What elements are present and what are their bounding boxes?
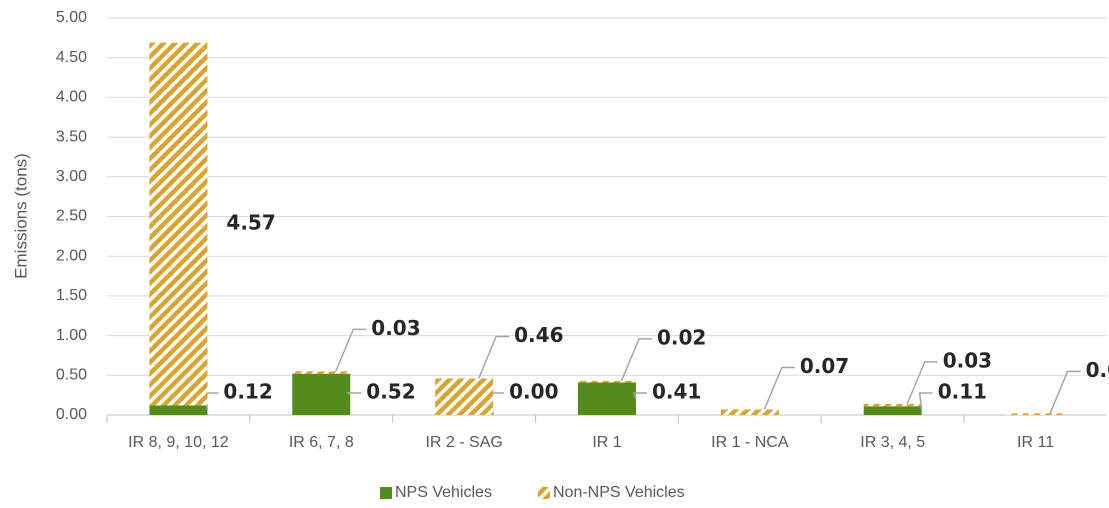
x-tick-label: IR 8, 9, 10, 12	[128, 434, 229, 451]
value-label: 4.57	[226, 211, 275, 235]
bar-segment	[292, 371, 351, 374]
y-tick-label: 2.50	[56, 208, 87, 225]
y-tick-label: 3.00	[56, 168, 87, 185]
y-tick-label: 1.00	[56, 327, 87, 344]
leader-line	[345, 392, 362, 395]
y-tick-label: 1.50	[56, 287, 87, 304]
x-tick-label: IR 11	[1017, 434, 1054, 451]
value-label: 0.00	[509, 380, 558, 404]
bar-segment	[578, 382, 636, 415]
value-label: 0.11	[938, 380, 987, 404]
y-tick-label: 3.50	[56, 128, 87, 145]
bar-segment	[720, 409, 779, 415]
leader-line	[906, 361, 938, 405]
bar-segment	[149, 42, 208, 406]
bar-segment	[863, 406, 922, 415]
value-label: 0.52	[366, 380, 415, 404]
bar-segment	[292, 373, 351, 415]
y-tick-label: 0.00	[56, 406, 87, 423]
value-label: 0.41	[652, 380, 701, 404]
x-tick-label: IR 1 - NCA	[711, 434, 789, 451]
y-tick-label: 0.50	[56, 367, 87, 384]
leader-line	[763, 366, 795, 410]
value-label: 0.03	[943, 348, 992, 372]
value-label: 0.03	[371, 316, 420, 340]
x-tick-label: IR 2 - SAG	[425, 434, 502, 451]
legend-swatch	[380, 487, 392, 499]
value-label: 0.12	[223, 380, 272, 404]
leader-line	[477, 335, 510, 379]
bar-segment	[435, 378, 494, 415]
value-label: 0.02	[1086, 358, 1109, 382]
leader-line	[620, 338, 652, 382]
y-axis-title: Emissions (tons)	[11, 153, 30, 279]
y-tick-label: 5.00	[56, 9, 87, 26]
y-tick-label: 2.00	[56, 247, 87, 264]
y-tick-label: 4.50	[56, 49, 87, 66]
x-tick-label: IR 3, 4, 5	[860, 434, 925, 451]
legend-label: NPS Vehicles	[395, 484, 492, 501]
bar-segment	[863, 403, 922, 407]
value-label: 0.02	[657, 325, 706, 349]
leader-line	[1049, 370, 1081, 414]
leader-line	[632, 392, 647, 399]
x-tick-label: IR 6, 7, 8	[289, 434, 354, 451]
legend-swatch	[538, 487, 550, 499]
leader-line	[918, 392, 933, 411]
value-label: 0.46	[514, 323, 563, 347]
bar-segment	[149, 405, 208, 415]
x-tick-label: IR 1	[592, 434, 621, 451]
y-tick-label: 4.00	[56, 89, 87, 106]
leader-line	[335, 328, 367, 372]
value-label: 0.07	[800, 354, 849, 378]
legend-label: Non-NPS Vehicles	[553, 484, 685, 501]
bar-segment	[578, 380, 636, 383]
bar-segment	[1006, 413, 1065, 415]
